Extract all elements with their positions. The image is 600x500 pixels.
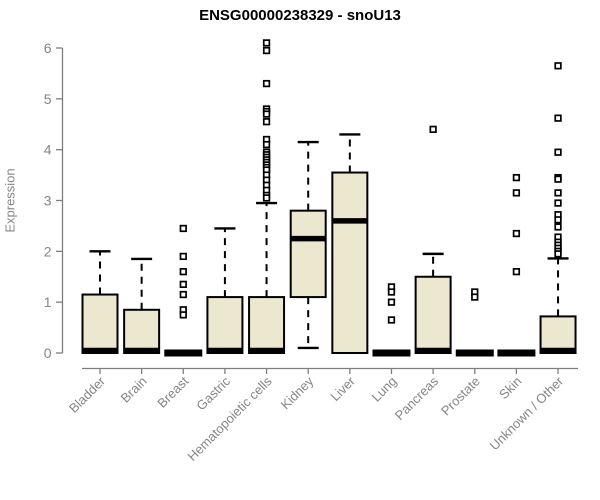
boxplot-group-breast (164, 224, 203, 357)
collapsed-box-bar (372, 349, 411, 357)
outlier-point (554, 189, 562, 197)
box (206, 296, 244, 355)
box (414, 275, 452, 354)
x-category-label-unknown-other: Unknown / Other (487, 373, 567, 453)
outlier-point (554, 250, 562, 258)
boxplot-group-prostate (455, 288, 494, 357)
collapsed-box-bar (455, 349, 494, 357)
y-tick-label: 6 (44, 40, 52, 56)
chart-title: ENSG00000238329 - snoU13 (199, 7, 401, 24)
y-tick-label: 4 (44, 142, 52, 158)
outlier-point (554, 175, 562, 183)
outlier-point (387, 298, 396, 306)
x-category-label-lung: Lung (369, 374, 400, 405)
y-tick-label: 3 (44, 193, 52, 209)
outlier-point (387, 288, 396, 296)
box (248, 296, 286, 355)
box (539, 315, 577, 354)
boxplot-group-brain (123, 257, 161, 355)
outlier-point (179, 311, 187, 319)
outlier-point (512, 189, 521, 197)
boxplot-group-unknown-other (539, 62, 577, 354)
collapsed-box-bar (497, 349, 536, 357)
outlier-point (429, 125, 437, 133)
box (81, 293, 119, 355)
outlier-point (554, 223, 562, 231)
outlier-point (554, 148, 562, 156)
boxplot-group-liver (331, 133, 369, 354)
boxplot-group-bladder (81, 250, 119, 355)
boxplot-group-kidney (289, 140, 327, 350)
outlier-point (179, 290, 187, 299)
x-category-label-kidney: Kidney (278, 373, 317, 412)
outlier-point (179, 268, 187, 276)
x-category-label-gastric: Gastric (193, 373, 233, 413)
y-tick-label: 5 (44, 91, 52, 107)
boxplot-group-lung (372, 283, 411, 357)
x-category-label-prostate: Prostate (438, 374, 483, 419)
x-category-label-breast: Breast (154, 373, 191, 410)
outlier-point (262, 118, 271, 126)
box (289, 209, 327, 299)
outlier-point (512, 229, 521, 238)
outlier-point (179, 224, 187, 233)
y-tick-label: 2 (44, 243, 52, 259)
outlier-point (262, 79, 271, 88)
x-category-label-liver: Liver (327, 373, 358, 404)
outlier-point (471, 293, 479, 301)
outlier-point (554, 216, 562, 224)
x-category-label-brain: Brain (118, 374, 150, 406)
collapsed-box-bar (164, 349, 203, 357)
outlier-point (512, 268, 521, 276)
outlier-point (387, 316, 396, 324)
outlier-point (262, 110, 271, 118)
outlier-point (179, 252, 187, 261)
outlier-point (554, 62, 562, 70)
x-category-label-bladder: Bladder (66, 373, 109, 416)
x-category-label-skin: Skin (496, 374, 524, 402)
outlier-point (262, 46, 271, 55)
outlier-point (512, 173, 521, 182)
outlier-point (554, 199, 562, 207)
boxplot-group-hematopoietic-cells (248, 39, 286, 355)
boxplot-group-pancreas (414, 125, 452, 354)
box (331, 171, 369, 354)
box (123, 308, 161, 355)
outlier-point (262, 39, 271, 47)
boxplot-group-skin (497, 173, 536, 357)
outlier-point (262, 194, 271, 202)
y-tick-label: 1 (44, 294, 52, 310)
outlier-point (179, 280, 187, 289)
boxplot-group-gastric (206, 227, 244, 355)
outlier-point (262, 140, 271, 149)
x-category-label-pancreas: Pancreas (392, 373, 442, 423)
outlier-point (554, 114, 562, 122)
y-tick-label: 0 (44, 345, 52, 361)
